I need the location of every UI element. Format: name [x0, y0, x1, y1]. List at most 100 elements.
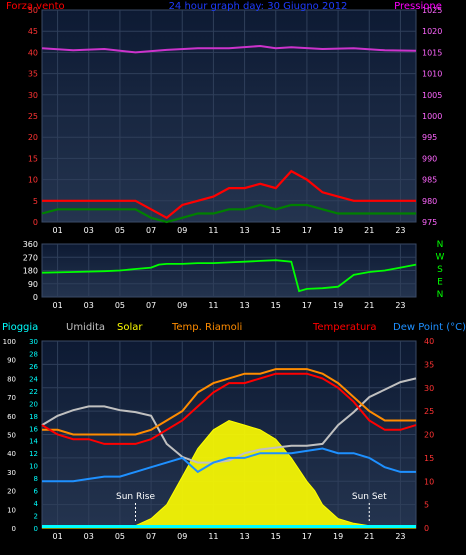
wind-speed-tick-label: 10: [28, 176, 38, 185]
wind-speed-axis-title: Forza vento: [6, 1, 65, 12]
pressure-axis-title: Pressione: [394, 1, 442, 12]
hour-tick-label: 01: [52, 226, 62, 235]
sun-markers: Sun Rise Sun Set: [116, 492, 387, 522]
wind-speed-axis: 0 5 10 15 20 25 30 35 40 45 50: [28, 6, 38, 227]
dew-point-line: [42, 447, 416, 483]
temperature-tick-label: 15: [424, 454, 434, 463]
rain-tick-label: 16: [29, 425, 38, 433]
hour-tick-label: 07: [146, 532, 156, 541]
temperature-tick-label: 5: [424, 501, 429, 510]
humidity-tick-label: 40: [7, 450, 16, 458]
humidity-tick-label: 10: [7, 506, 16, 514]
hour-tick-label: 21: [364, 226, 374, 235]
hour-tick-label: 09: [177, 226, 187, 235]
hour-tick-label: 03: [84, 226, 94, 235]
rain-tick-label: 14: [29, 438, 38, 446]
wind-speed-tick-label: 50: [28, 6, 38, 15]
heat-index-line: [42, 368, 416, 436]
hour-tick-label: 17: [302, 301, 312, 310]
compass-letter: W: [436, 253, 445, 263]
pressure-tick-label: 1025: [422, 6, 442, 15]
temperature-tick-label: 40: [424, 337, 434, 346]
direction-tick-label: 0: [33, 293, 38, 302]
wind-speed-tick-label: 25: [28, 112, 38, 121]
pressure-tick-label: 980: [422, 197, 437, 206]
rain-tick-label: 20: [29, 400, 38, 408]
humidity-tick-label: 100: [3, 338, 16, 346]
hour-tick-label: 21: [364, 301, 374, 310]
rain-tick-label: 6: [34, 488, 39, 496]
hour-tick-label: 03: [84, 301, 94, 310]
temperature-tick-label: 25: [424, 407, 434, 416]
wind-speed-tick-label: 5: [33, 197, 38, 206]
pressure-tick-label: 1000: [422, 112, 442, 121]
humidity-line: [41, 377, 417, 464]
compass-letter: E: [437, 278, 443, 288]
wind-pressure-hour-axis: 01 03 05 07 09 11 13 15 17 19 21 23: [52, 226, 405, 235]
hour-tick-label: 23: [395, 226, 405, 235]
sunset-label: Sun Set: [352, 492, 387, 502]
wind-pressure-series: [41, 44, 417, 224]
wind-speed-tick-label: 45: [28, 27, 38, 36]
temp-legend: Temperatura: [312, 322, 377, 333]
rain-baseline: [42, 525, 416, 528]
rain-tick-label: 24: [29, 375, 38, 383]
hour-tick-label: 19: [333, 301, 343, 310]
rain-tick-label: 8: [34, 475, 38, 483]
humidity-tick-label: 50: [7, 432, 16, 440]
rain-tick-label: 10: [29, 463, 38, 471]
chart-title: 24 hour graph day: 30 Giugno 2012: [169, 1, 348, 12]
dew-point-legend: Dew Point (°C): [393, 322, 466, 333]
humidity-tick-label: 90: [7, 357, 16, 365]
temp-humidity-series: [41, 368, 417, 529]
hour-tick-label: 23: [395, 301, 405, 310]
hour-tick-label: 19: [333, 532, 343, 541]
hour-tick-label: 05: [115, 226, 125, 235]
wind-pressure-grid: [42, 10, 416, 222]
compass-letter: N: [437, 290, 444, 300]
pressure-tick-label: 1015: [422, 48, 442, 57]
temperature-axis: 0 5 10 15 20 25 30 35 40: [424, 337, 434, 533]
humidity-tick-label: 30: [7, 469, 16, 477]
hour-tick-label: 09: [177, 301, 187, 310]
pressure-tick-label: 1010: [422, 70, 442, 79]
rain-tick-label: 12: [29, 450, 38, 458]
pressure-tick-label: 975: [422, 218, 437, 227]
pressure-tick-label: 990: [422, 154, 437, 163]
hour-tick-label: 17: [302, 226, 312, 235]
hour-tick-label: 15: [271, 301, 281, 310]
rain-legend: Pioggia: [2, 322, 38, 333]
hour-tick-label: 05: [115, 532, 125, 541]
temperature-tick-label: 20: [424, 431, 434, 440]
humidity-axis: 0 10 20 30 40 50 60 70 80 90 100: [3, 338, 16, 533]
temperature-tick-label: 30: [424, 384, 434, 393]
humidity-tick-label: 0: [12, 525, 16, 533]
hour-tick-label: 15: [271, 226, 281, 235]
pressure-tick-label: 985: [422, 176, 437, 185]
humidity-tick-label: 60: [7, 413, 16, 421]
direction-tick-label: 90: [28, 280, 38, 289]
hour-tick-label: 21: [364, 532, 374, 541]
rain-tick-label: 30: [29, 338, 38, 346]
temperature-tick-label: 10: [424, 477, 434, 486]
rain-tick-label: 18: [29, 413, 38, 421]
wind-average-line: [41, 203, 416, 224]
rain-tick-label: 4: [34, 500, 39, 508]
temperature-line: [41, 372, 417, 445]
compass-letter: S: [437, 265, 443, 275]
heat-index-legend: Temp. Riamoli: [171, 322, 242, 333]
wind-direction-axis: 0 90 180 270 360: [23, 240, 38, 302]
hour-tick-label: 13: [239, 226, 249, 235]
solar-legend: Solar: [117, 322, 143, 333]
hour-tick-label: 05: [115, 301, 125, 310]
hour-tick-label: 07: [146, 301, 156, 310]
solar-area: [42, 419, 416, 529]
hour-tick-label: 19: [333, 226, 343, 235]
wind-direction-line: [41, 259, 417, 293]
wind-speed-tick-label: 40: [28, 48, 38, 57]
